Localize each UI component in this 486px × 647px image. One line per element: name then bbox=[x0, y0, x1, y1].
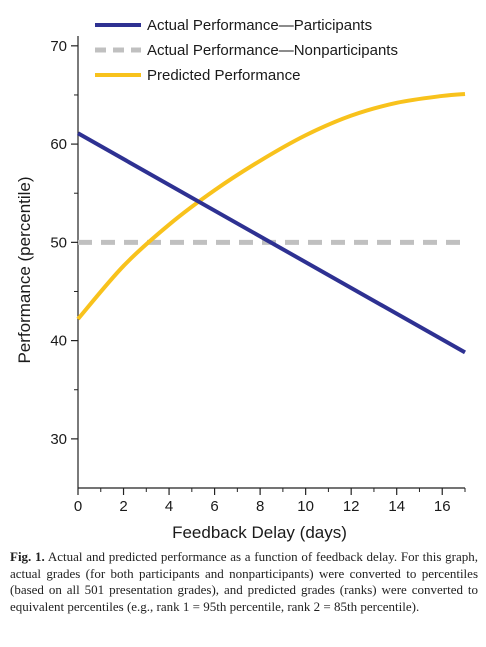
y-tick-label-30: 30 bbox=[50, 431, 67, 448]
y-tick-label-70: 70 bbox=[50, 38, 67, 55]
legend: Actual Performance—Participants Actual Pe… bbox=[95, 17, 398, 84]
x-axis-title: Feedback Delay (days) bbox=[172, 523, 347, 542]
series-line-1 bbox=[77, 131, 466, 355]
y-tick-label-60: 60 bbox=[50, 136, 67, 153]
x-tick-label-0: 0 bbox=[74, 498, 82, 515]
legend-label-3: Predicted Performance bbox=[147, 67, 300, 84]
x-tick-label-14: 14 bbox=[388, 498, 405, 515]
series-line-3 bbox=[76, 91, 466, 321]
x-tick-label-16: 16 bbox=[434, 498, 451, 515]
x-tick-label-12: 12 bbox=[343, 498, 360, 515]
x-tick-label-10: 10 bbox=[297, 498, 314, 515]
x-tick-label-4: 4 bbox=[165, 498, 173, 515]
legend-label-1: Actual Performance—Participants bbox=[147, 17, 372, 34]
figure-caption: Fig. 1. Actual and predicted performance… bbox=[10, 549, 478, 615]
caption-label: Fig. 1. bbox=[10, 549, 45, 564]
y-tick-label-50: 50 bbox=[50, 234, 67, 251]
y-axis-title: Performance (percentile) bbox=[15, 176, 34, 363]
series-layer bbox=[76, 91, 466, 355]
caption-text: Actual and predicted performance as a fu… bbox=[10, 549, 478, 614]
y-tick-label-40: 40 bbox=[50, 333, 67, 350]
x-tick-label-6: 6 bbox=[210, 498, 218, 515]
x-tick-label-8: 8 bbox=[256, 498, 264, 515]
legend-label-2: Actual Performance—Nonparticipants bbox=[147, 42, 398, 59]
x-tick-label-2: 2 bbox=[119, 498, 127, 515]
line-chart: Actual Performance—Participants Actual Pe… bbox=[15, 17, 466, 542]
axes: 30 40 50 60 70 0 2 4 6 8 10 12 14 16 bbox=[50, 36, 466, 515]
